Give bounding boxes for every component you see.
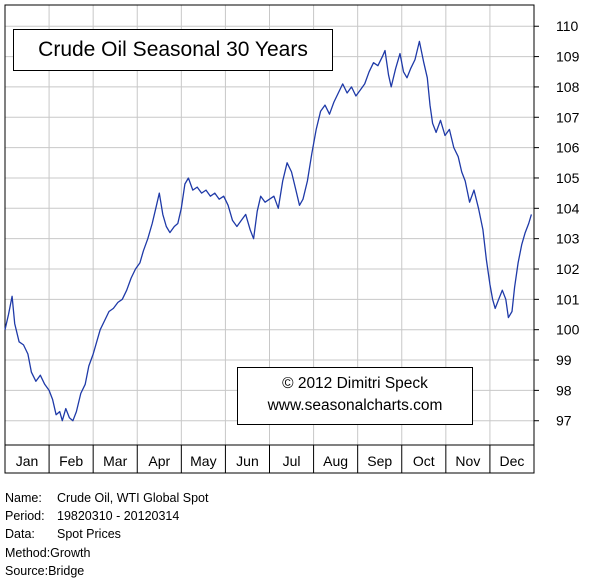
info-period: Period: 19820310 - 20120314 <box>5 507 208 525</box>
info-key: Method: <box>5 545 51 560</box>
info-value: Bridge <box>48 563 85 578</box>
series-line <box>4 40 533 422</box>
info-value: Spot Prices <box>57 527 121 542</box>
credit-box: © 2012 Dimitri Speck www.seasonalcharts.… <box>237 367 473 425</box>
info-source: Source:Bridge <box>5 562 208 580</box>
chart-title: Crude Oil Seasonal 30 Years <box>13 29 333 71</box>
x-axis: Jan Feb Mar Apr May Jun Jul Aug Sep Oct Nov Dec <box>4 445 535 473</box>
y-tick-label: 104 <box>556 200 580 216</box>
y-tick-label: 102 <box>556 261 580 277</box>
credit-line-2: www.seasonalcharts.com <box>267 397 443 414</box>
info-value: Crude Oil, WTI Global Spot <box>57 491 209 505</box>
x-tick-label: Jul <box>283 453 301 469</box>
y-tick-label: 97 <box>556 413 572 429</box>
x-tick-label: Nov <box>455 453 480 469</box>
series <box>4 40 533 422</box>
x-tick-label: Apr <box>148 453 170 469</box>
y-tick-label: 110 <box>556 18 579 34</box>
info-key: Data: <box>5 527 35 542</box>
x-tick-label: Sep <box>367 453 392 469</box>
x-tick-label: Dec <box>500 453 525 469</box>
y-tick-label: 101 <box>556 291 580 307</box>
x-tick-label: Aug <box>323 453 348 469</box>
info-block: Name: Crude Oil, WTI Global Spot Period: 1… <box>5 489 208 580</box>
credit-line-1: © 2012 Dimitri Speck <box>282 375 428 392</box>
info-value: Growth <box>50 545 91 560</box>
x-tick-label: Feb <box>59 453 83 469</box>
info-key: Period: <box>5 509 45 524</box>
y-tick-label: 106 <box>556 140 580 156</box>
info-key: Source: <box>5 563 49 578</box>
x-tick-label: Jan <box>16 453 39 469</box>
y-tick-label: 100 <box>556 322 580 338</box>
info-name: Name: Crude Oil, WTI Global Spot <box>5 489 208 507</box>
y-tick-label: 98 <box>556 382 572 398</box>
info-key: Name: <box>5 491 42 505</box>
y-tick-label: 103 <box>556 231 580 247</box>
info-method: Method:Growth <box>5 544 208 562</box>
y-axis: 97 98 99 100 101 102 103 104 105 106 107 108 109 110 <box>534 18 580 429</box>
x-tick-label: May <box>190 453 216 469</box>
x-tick-label: Mar <box>103 453 127 469</box>
x-tick-label: Oct <box>413 453 435 469</box>
x-tick-label: Jun <box>236 453 259 469</box>
y-tick-label: 107 <box>556 109 580 125</box>
y-tick-label: 108 <box>556 79 580 95</box>
info-data: Data: Spot Prices <box>5 525 208 543</box>
info-value: 19820310 - 20120314 <box>57 509 180 524</box>
y-tick-label: 109 <box>556 49 580 65</box>
y-tick-label: 99 <box>556 352 572 368</box>
y-tick-label: 105 <box>556 170 580 186</box>
